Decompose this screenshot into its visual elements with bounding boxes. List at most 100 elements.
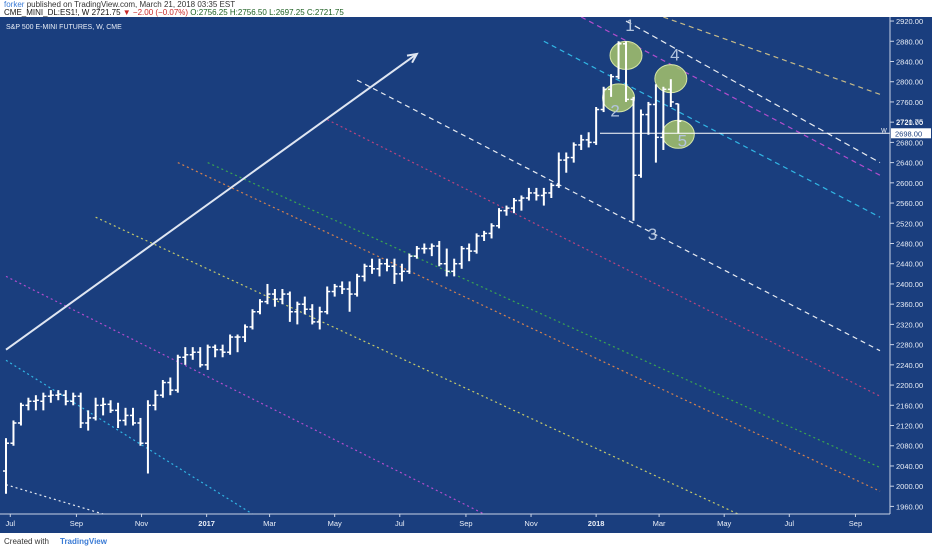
channel-line [625,20,881,164]
channel-line [5,359,253,515]
x-tick-label: May [328,519,342,528]
price-chart[interactable]: 1 2 3 4 5 1960.00 2000.00 2040.00 2080.00 2120.0… [0,17,932,533]
last-price-label: 2721.75 [896,117,923,126]
ohlc-bar [563,152,570,173]
ohlc-bar [92,397,99,421]
ohlc-bar [578,134,585,150]
y-tick-label: 2480.00 [896,240,923,249]
ohlc-bar [331,283,338,297]
x-tick-label: 2018 [588,519,605,528]
ohlc-bar [354,273,361,297]
ohlc-bar [443,248,450,277]
y-tick-label: 2680.00 [896,138,923,147]
channel-line [5,275,485,515]
y-tick-label: 2520.00 [896,219,923,228]
ohlc-bar [32,395,39,411]
ohlc-bar [466,243,473,262]
ohlc-bar [413,246,420,259]
channel-line [5,484,104,515]
author-link[interactable]: forker [4,0,25,9]
ohlc-bar [25,397,32,411]
ohlc-bar [159,380,166,398]
ohlc-bar [361,263,368,282]
channel-line [95,216,739,515]
y-tick-label: 2920.00 [896,17,923,26]
ohlc-bar [660,86,667,150]
y-tick-label: 2080.00 [896,442,923,451]
ohlc-bar [369,258,376,274]
ohlc-bar [55,390,62,401]
ohlc-bar [301,296,308,315]
created-with-label: Created with [4,537,49,546]
ohlc-bar [77,392,84,429]
tradingview-logo[interactable]: TradingView [60,537,107,546]
ohlc-bar [451,258,458,277]
ohlc-bar [630,96,637,221]
channel-line [177,162,881,492]
ohlc-bar [85,410,92,431]
x-tick-label: Sep [70,519,83,528]
crosshair-price-label: 2698.00 [895,129,922,138]
x-tick-label: Mar [653,519,666,528]
ohlc-bar [40,392,47,411]
chart-area[interactable]: 1 2 3 4 5 1960.00 2000.00 2040.00 2080.00 2120.0… [0,17,932,533]
y-tick-label: 1960.00 [896,502,923,511]
ohlc-bar [286,291,293,322]
ohlc-bar [503,205,510,216]
ohlc-bar [481,230,488,241]
x-tick-label: Nov [524,519,538,528]
ohlc-bar [129,407,136,426]
channel-line [663,17,881,95]
ohlc-bar [316,306,323,330]
ohlc-bar [144,400,151,474]
wave-label: 2 [610,102,619,121]
ohlc-bar [189,347,196,360]
ohlc-bar [167,377,174,396]
y-tick-label: 2720.00 [896,118,923,127]
y-tick-label: 2000.00 [896,482,923,491]
y-tick-label: 2040.00 [896,462,923,471]
ohlc-bar [309,304,316,325]
high-value: H:2756.50 [229,8,267,17]
wave-label: 4 [670,45,679,64]
chart-header: forker published on TradingView.com, Mar… [0,0,932,17]
close-value: C:2721.75 [306,8,344,17]
x-tick-label: Jul [5,519,15,528]
ohlc-bar [219,344,226,358]
ohlc-bar [47,390,54,403]
channel-line [356,79,881,352]
symbol-label: CME_MINI_DL:ES1!, W [4,8,90,17]
ohlc-bar [182,347,189,365]
ohlc-bar [324,286,331,315]
publish-info: forker published on TradingView.com, Mar… [4,0,235,9]
y-tick-label: 2440.00 [896,260,923,269]
ohlc-bar [675,103,682,134]
wave-label: 5 [678,131,687,150]
ohlc-bar [264,283,271,305]
x-tick-label: May [717,519,731,528]
trend-arrow-shaft [5,53,418,351]
ohlc-bar [615,41,622,80]
ohlc-bar [645,101,652,135]
ohlc-bar [62,390,69,406]
ohlc-bar [339,281,346,295]
channel-line [543,40,881,218]
x-tick-label: 2017 [198,519,215,528]
ohlc-bar [525,187,532,201]
ohlc-bar [436,240,443,267]
ohlc-bar [115,402,122,429]
ohlc-bar [3,438,9,494]
crosshair-axis-label: W [881,128,887,134]
ohlc-bar [204,344,211,370]
ohlc-bar [100,397,107,416]
x-tick-label: Sep [459,519,472,528]
x-tick-label: Sep [849,519,862,528]
ohlc-bar [122,407,129,426]
channel-line [207,162,881,469]
ohlc-bar [488,223,495,239]
ohlc-bar [667,79,674,107]
ohlc-bar [17,402,24,426]
y-tick-label: 2160.00 [896,401,923,410]
ohlc-bar [227,334,234,355]
ohlc-bar [174,354,181,393]
